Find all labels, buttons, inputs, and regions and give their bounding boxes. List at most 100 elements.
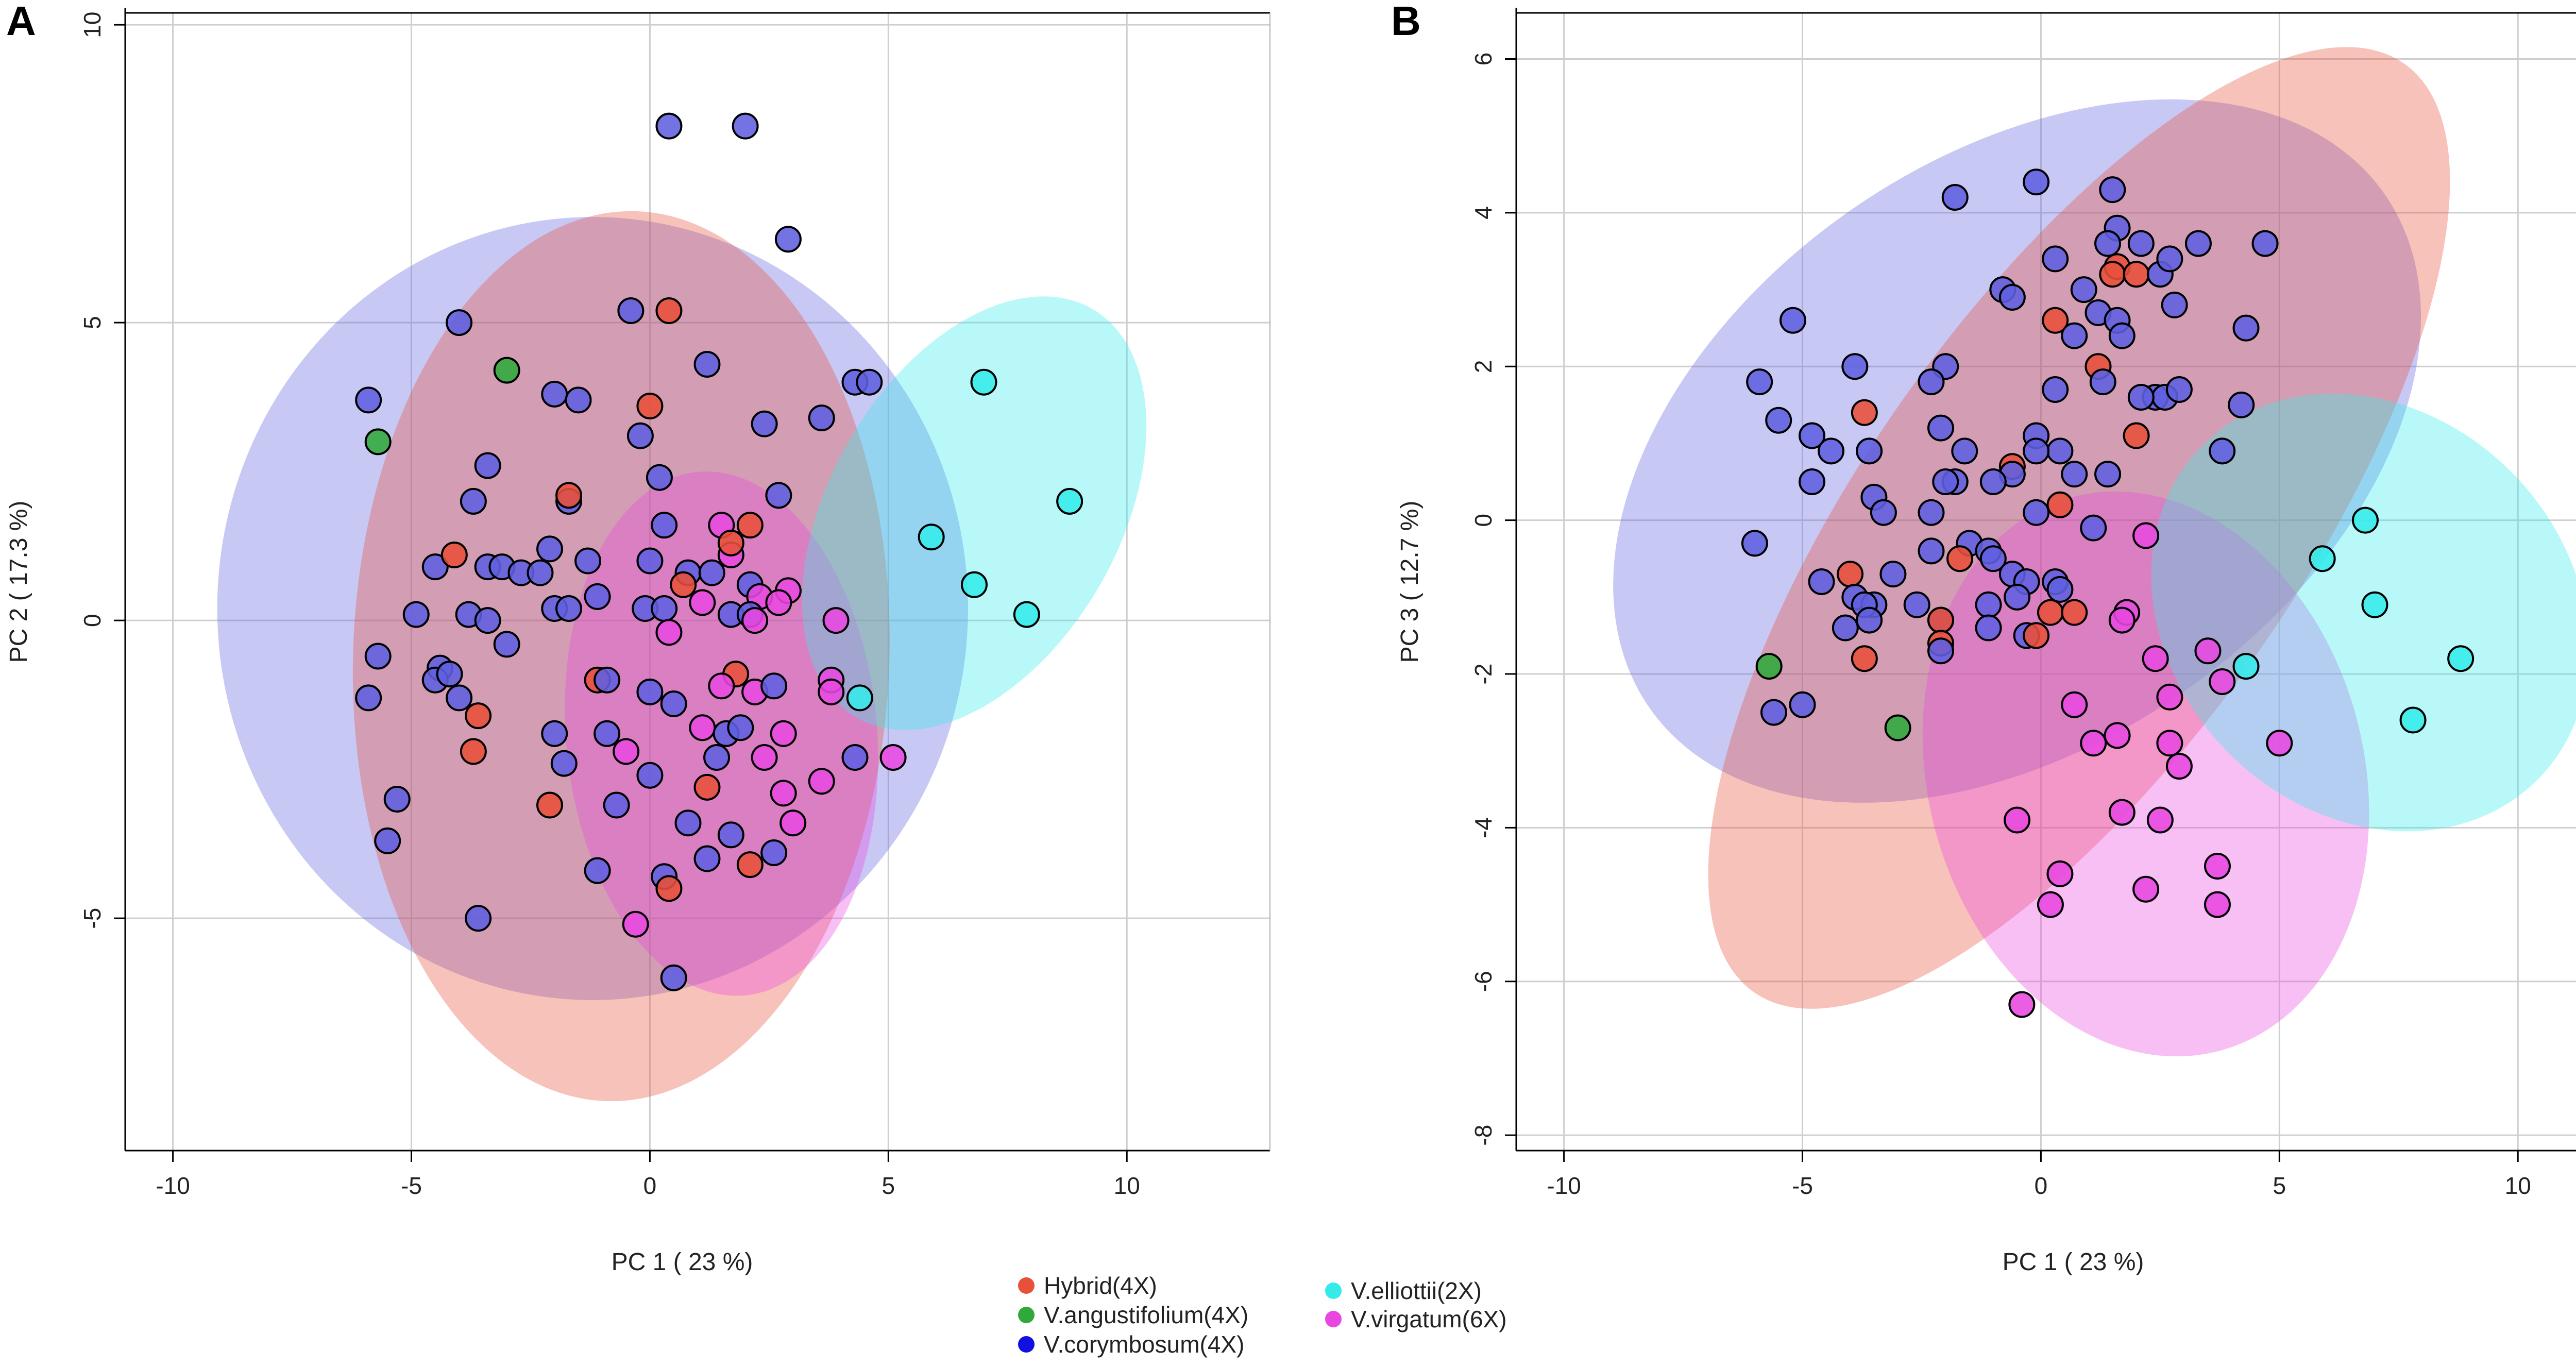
data-point-hybrid (717, 529, 744, 556)
data-point-corymbosum (541, 380, 568, 408)
data-point-corymbosum (703, 744, 731, 771)
y-axis-label: PC 3 ( 12.7 %) (1396, 501, 1423, 663)
data-point-corymbosum (460, 487, 487, 515)
legend-label-angustifolium: V.angustifolium(4X) (1044, 1302, 1248, 1328)
data-point-corymbosum (421, 553, 449, 581)
data-point-elliottii (2399, 706, 2427, 734)
data-point-virgatum (2008, 991, 2036, 1018)
data-point-virgatum (655, 619, 683, 646)
data-point-hybrid (736, 512, 764, 539)
data-point-corymbosum (841, 744, 869, 771)
data-point-virgatum (2104, 722, 2131, 749)
data-point-corymbosum (550, 750, 578, 777)
data-point-corymbosum (2004, 583, 2031, 611)
data-point-hybrid (2046, 491, 2074, 518)
data-point-virgatum (2209, 668, 2236, 695)
data-point-corymbosum (693, 845, 721, 872)
x-tick-label: 0 (643, 1172, 657, 1199)
data-point-elliottii (960, 571, 988, 598)
data-point-corymbosum (493, 631, 520, 658)
data-point-virgatum (2046, 860, 2074, 887)
data-point-virgatum (2108, 799, 2136, 826)
data-point-corymbosum (760, 839, 788, 866)
data-point-hybrid (555, 482, 583, 509)
data-point-virgatum (2132, 522, 2160, 549)
y-tick-label: -8 (1470, 1125, 1497, 1146)
legend-marker-angustifolium (1018, 1307, 1035, 1323)
data-point-corymbosum (2161, 291, 2188, 318)
data-point-corymbosum (2108, 322, 2136, 349)
data-point-virgatum (689, 589, 716, 616)
data-point-corymbosum (636, 762, 664, 789)
data-point-virgatum (2061, 691, 2088, 718)
data-point-corymbosum (717, 821, 744, 849)
data-point-corymbosum (536, 535, 563, 563)
legend-marker-hybrid (1018, 1277, 1035, 1294)
data-point-elliottii (918, 524, 945, 551)
data-point-hybrid (670, 571, 697, 598)
data-point-corymbosum (856, 368, 883, 396)
data-point-corymbosum (2042, 245, 2069, 273)
data-point-virgatum (818, 678, 845, 705)
data-point-hybrid (693, 773, 721, 801)
x-tick-label: -5 (401, 1172, 422, 1199)
data-point-hybrid (2037, 599, 2064, 626)
data-point-hybrid (655, 297, 683, 325)
data-point-corymbosum (1799, 468, 1826, 496)
data-point-corymbosum (1870, 499, 1897, 526)
data-point-corymbosum (660, 964, 687, 991)
data-point-hybrid (736, 851, 764, 879)
data-point-virgatum (2266, 730, 2293, 757)
data-point-corymbosum (2061, 461, 2088, 488)
legend-marker-corymbosum (1018, 1336, 1035, 1353)
x-tick-label: 5 (882, 1172, 895, 1199)
data-point-elliottii (970, 368, 997, 396)
data-point-corymbosum (1903, 591, 1930, 618)
data-point-corymbosum (1808, 568, 1835, 595)
x-tick-label: 0 (2035, 1172, 2048, 1199)
data-point-corymbosum (1927, 414, 1954, 442)
data-point-corymbosum (808, 404, 835, 432)
data-point-virgatum (2080, 730, 2107, 757)
data-point-hybrid (2123, 261, 2150, 288)
data-point-corymbosum (527, 559, 554, 586)
data-point-elliottii (2361, 591, 2388, 618)
data-point-corymbosum (584, 857, 611, 884)
data-point-corymbosum (2094, 461, 2122, 488)
data-point-corymbosum (584, 583, 611, 610)
legend-marker-virgatum (1325, 1311, 1342, 1327)
data-point-virgatum (2037, 891, 2064, 918)
data-point-corymbosum (446, 684, 473, 712)
data-point-corymbosum (698, 559, 725, 586)
data-point-corymbosum (2046, 576, 2074, 603)
data-point-corymbosum (1856, 606, 1883, 634)
data-point-corymbosum (1975, 614, 2002, 642)
data-point-hybrid (1851, 399, 1878, 426)
data-point-virgatum (2204, 891, 2231, 918)
data-point-corymbosum (1760, 699, 1787, 726)
data-point-corymbosum (636, 678, 664, 705)
data-point-virgatum (751, 744, 778, 771)
data-point-virgatum (741, 607, 769, 634)
data-point-corymbosum (555, 595, 583, 622)
panel-label: B (1391, 0, 1421, 44)
data-point-corymbosum (1818, 437, 1845, 465)
ellipse-hybrid (1708, 47, 2450, 1009)
data-point-corymbosum (2127, 383, 2155, 411)
data-point-corymbosum (1841, 353, 1869, 380)
data-point-elliottii (2351, 507, 2379, 534)
data-point-corymbosum (2070, 276, 2097, 303)
data-point-corymbosum (655, 112, 683, 140)
ellipse-elliottii (802, 296, 1147, 730)
data-point-angustifolium (1884, 714, 1911, 741)
data-point-virgatum (2142, 645, 2169, 672)
data-point-hybrid (2123, 422, 2150, 449)
y-tick-label: -5 (79, 908, 106, 929)
data-point-corymbosum (1741, 530, 1768, 557)
data-point-corymbosum (760, 672, 788, 700)
data-point-corymbosum (2094, 230, 2122, 257)
data-point-corymbosum (574, 547, 602, 575)
x-tick-label: -10 (156, 1172, 190, 1199)
x-tick-label: 5 (2273, 1172, 2286, 1199)
data-point-virgatum (770, 720, 797, 747)
